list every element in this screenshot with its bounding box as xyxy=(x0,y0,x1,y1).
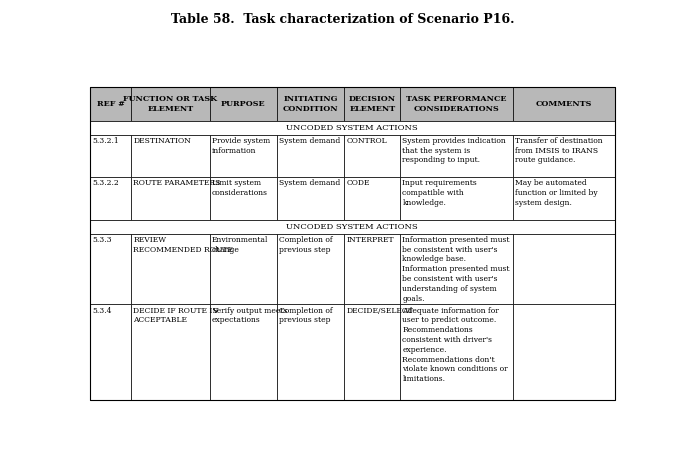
Text: Table 58.  Task characterization of Scenario P16.: Table 58. Task characterization of Scena… xyxy=(172,13,514,26)
Bar xyxy=(277,305,344,400)
Text: 5.3.3: 5.3.3 xyxy=(92,236,112,244)
Bar xyxy=(131,135,210,177)
Text: DECIDE IF ROUTE IS
ACCEPTABLE: DECIDE IF ROUTE IS ACCEPTABLE xyxy=(133,306,218,324)
Bar xyxy=(90,87,131,121)
Bar xyxy=(90,234,131,305)
Bar xyxy=(513,234,615,305)
Text: Adequate information for
user to predict outcome.
Recommendations
consistent wit: Adequate information for user to predict… xyxy=(403,306,508,383)
Bar xyxy=(513,135,615,177)
Text: Completion of
previous step: Completion of previous step xyxy=(279,306,333,324)
Bar xyxy=(277,87,344,121)
Bar xyxy=(277,234,344,305)
Bar xyxy=(401,305,513,400)
Bar xyxy=(344,234,401,305)
Text: REVIEW
RECOMMENDED ROUTE: REVIEW RECOMMENDED ROUTE xyxy=(133,236,233,254)
Text: ROUTE PARAMETERS: ROUTE PARAMETERS xyxy=(133,179,221,187)
Text: DECIDE/SELECT: DECIDE/SELECT xyxy=(346,306,413,315)
Bar xyxy=(210,305,277,400)
Text: DESTINATION: DESTINATION xyxy=(133,137,191,145)
Bar xyxy=(90,305,131,400)
Bar xyxy=(401,177,513,220)
Text: UNCODED SYSTEM ACTIONS: UNCODED SYSTEM ACTIONS xyxy=(287,123,418,132)
Bar xyxy=(401,234,513,305)
Text: 5.3.4: 5.3.4 xyxy=(92,306,112,315)
Text: COMMENTS: COMMENTS xyxy=(536,99,592,108)
Bar xyxy=(277,135,344,177)
Bar xyxy=(210,87,277,121)
Text: DECISION
ELEMENT: DECISION ELEMENT xyxy=(348,95,396,113)
Text: FUNCTION OR TASK
ELEMENT: FUNCTION OR TASK ELEMENT xyxy=(123,95,217,113)
Text: INTERPRET: INTERPRET xyxy=(346,236,394,244)
Bar xyxy=(210,234,277,305)
Bar xyxy=(131,87,210,121)
Text: Provide system
information: Provide system information xyxy=(212,137,270,155)
Text: 5.3.2.1: 5.3.2.1 xyxy=(92,137,119,145)
Bar xyxy=(90,121,615,135)
Text: System provides indication
that the system is
responding to input.: System provides indication that the syst… xyxy=(403,137,506,164)
Bar xyxy=(90,177,131,220)
Text: Transfer of destination
from IMSIS to IRANS
route guidance.: Transfer of destination from IMSIS to IR… xyxy=(515,137,603,164)
Bar xyxy=(401,135,513,177)
Bar xyxy=(131,305,210,400)
Text: INITIATING
CONDITION: INITIATING CONDITION xyxy=(283,95,339,113)
Text: REF #: REF # xyxy=(97,99,124,108)
Text: TASK PERFORMANCE
CONSIDERATIONS: TASK PERFORMANCE CONSIDERATIONS xyxy=(407,95,507,113)
Bar xyxy=(401,87,513,121)
Text: Limit system
considerations: Limit system considerations xyxy=(212,179,268,197)
Text: 5.3.2.2: 5.3.2.2 xyxy=(92,179,119,187)
Text: PURPOSE: PURPOSE xyxy=(221,99,265,108)
Bar xyxy=(344,135,401,177)
Bar xyxy=(131,234,210,305)
Bar xyxy=(277,177,344,220)
Text: CONTROL: CONTROL xyxy=(346,137,387,145)
Bar xyxy=(344,177,401,220)
Text: CODE: CODE xyxy=(346,179,370,187)
Bar xyxy=(344,305,401,400)
Bar xyxy=(513,305,615,400)
Text: Verify output meets
expectations: Verify output meets expectations xyxy=(212,306,287,324)
Bar xyxy=(344,87,401,121)
Text: UNCODED SYSTEM ACTIONS: UNCODED SYSTEM ACTIONS xyxy=(287,222,418,231)
Text: Completion of
previous step: Completion of previous step xyxy=(279,236,333,254)
Text: System demand: System demand xyxy=(279,179,340,187)
Text: Input requirements
compatible with
knowledge.: Input requirements compatible with knowl… xyxy=(403,179,477,207)
Bar xyxy=(131,177,210,220)
Bar xyxy=(90,87,615,400)
Bar xyxy=(210,135,277,177)
Text: May be automated
function or limited by
system design.: May be automated function or limited by … xyxy=(515,179,598,207)
Text: Information presented must
be consistent with user's
knowledge base.
Information: Information presented must be consistent… xyxy=(403,236,510,303)
Bar xyxy=(513,87,615,121)
Text: Environmental
change: Environmental change xyxy=(212,236,268,254)
Bar xyxy=(90,135,131,177)
Bar xyxy=(513,177,615,220)
Text: System demand: System demand xyxy=(279,137,340,145)
Bar xyxy=(90,220,615,234)
Bar xyxy=(210,177,277,220)
